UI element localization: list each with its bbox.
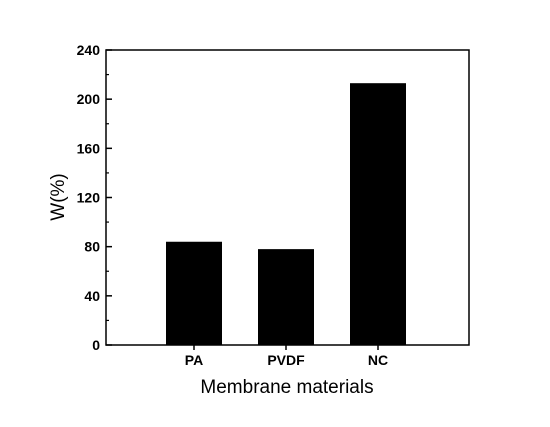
bar-pa (166, 241, 222, 345)
x-tick-label-nc: NC (368, 352, 388, 368)
bars-layer (166, 83, 406, 345)
plot-frame (105, 49, 470, 346)
y-tick-label: 40 (84, 288, 100, 304)
bar-pvdf (258, 249, 314, 345)
y-tick-label: 160 (77, 140, 101, 156)
x-axis-title: Membrane materials (200, 377, 373, 398)
labels-layer: PA PVDF NC 0 40 80 120 160 200 240 (77, 42, 388, 368)
y-axis-title: W(%) (48, 173, 69, 220)
y-tick-label: 120 (77, 190, 101, 206)
y-tick-label: 240 (77, 42, 101, 58)
bar-nc (350, 83, 406, 345)
x-tick-label-pvdf: PVDF (267, 352, 305, 368)
ticks-layer (106, 49, 379, 350)
y-tick-label: 80 (84, 239, 100, 255)
x-tick-label-pa: PA (185, 352, 203, 368)
y-tick-label: 0 (92, 337, 100, 353)
y-tick-label: 200 (77, 91, 101, 107)
